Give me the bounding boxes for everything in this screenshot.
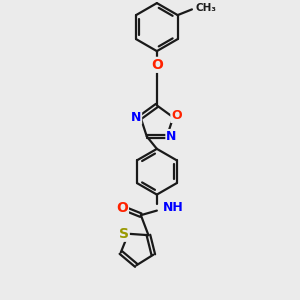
Text: NH: NH [163, 201, 183, 214]
Text: O: O [171, 109, 182, 122]
Text: N: N [131, 111, 141, 124]
Text: N: N [166, 130, 177, 143]
Text: CH₃: CH₃ [196, 3, 217, 13]
Text: O: O [151, 58, 163, 72]
Text: O: O [116, 201, 128, 215]
Text: S: S [119, 227, 129, 241]
